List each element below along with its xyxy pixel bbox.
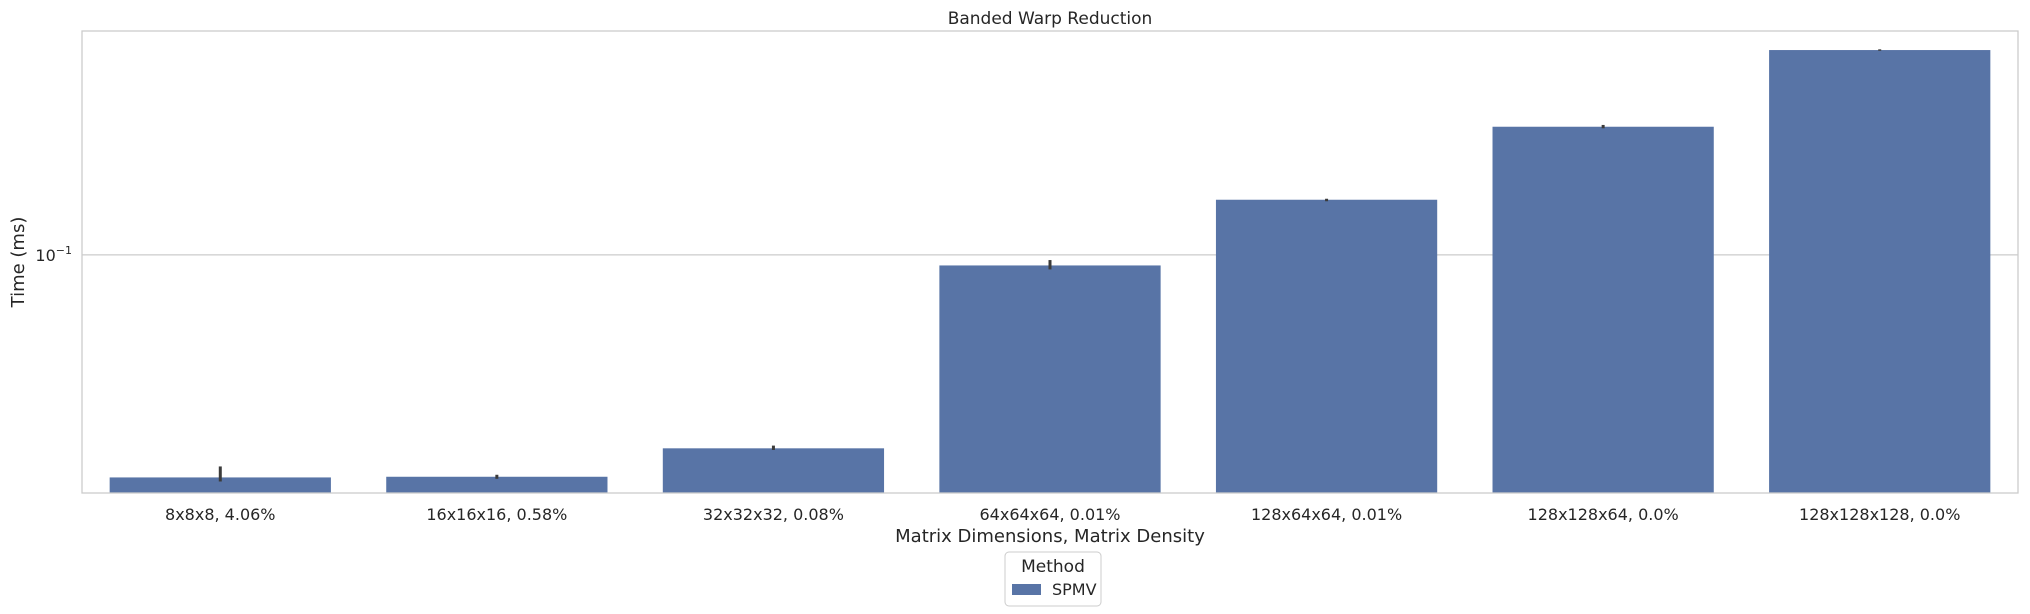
y-tick-base: 10 xyxy=(35,246,55,265)
x-tick-label-1: 16x16x16, 0.58% xyxy=(426,505,567,524)
x-tick-label-5: 128x128x64, 0.0% xyxy=(1528,505,1679,524)
bar-1 xyxy=(386,476,608,493)
x-axis-label: Matrix Dimensions, Matrix Density xyxy=(895,526,1205,547)
x-tick-label-2: 32x32x32, 0.08% xyxy=(703,505,844,524)
x-tick-label-3: 64x64x64, 0.01% xyxy=(979,505,1120,524)
x-tick-label-0: 8x8x8, 4.06% xyxy=(165,505,275,524)
legend: Method SPMV xyxy=(1004,551,1102,607)
error-layer xyxy=(218,49,1882,482)
bar-6 xyxy=(1769,50,1991,493)
y-axis-label: Time (ms) xyxy=(8,217,29,309)
legend-swatch-spmv xyxy=(1012,584,1041,595)
y-tick-label: 10−1 xyxy=(35,244,72,265)
tick-layer: 10−1 xyxy=(35,244,72,265)
x-tick-label-6: 128x128x128, 0.0% xyxy=(1799,505,1960,524)
bar-2 xyxy=(662,448,885,493)
bar-5 xyxy=(1492,126,1714,493)
legend-label-spmv: SPMV xyxy=(1052,580,1097,599)
chart-title: Banded Warp Reduction xyxy=(948,9,1153,29)
bar-0 xyxy=(109,477,331,493)
legend-title: Method xyxy=(1021,557,1085,577)
plot-frame xyxy=(81,30,2019,494)
bar-4 xyxy=(1215,199,1438,493)
x-tick-label-4: 128x64x64, 0.01% xyxy=(1251,505,1402,524)
xtick-layer: 8x8x8, 4.06% 16x16x16, 0.58% 32x32x32, 0.0… xyxy=(165,505,1960,524)
y-tick-exponent: −1 xyxy=(56,244,72,257)
bar-3 xyxy=(939,265,1161,493)
bar-layer xyxy=(109,50,1991,493)
